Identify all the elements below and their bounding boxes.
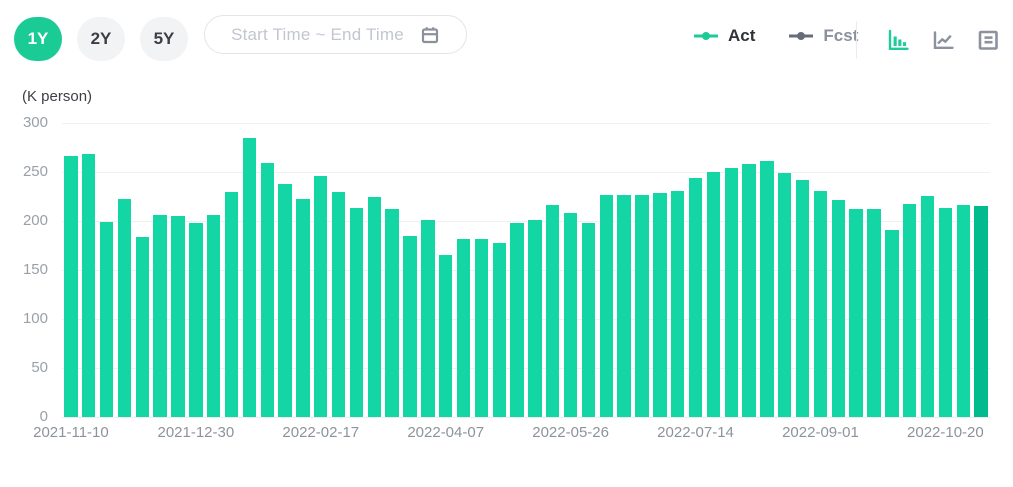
gridline <box>62 319 990 320</box>
range-button-5y[interactable]: 5Y <box>140 17 188 61</box>
gridline <box>62 270 990 271</box>
y-axis-label: 0 <box>39 408 48 425</box>
date-range-placeholder: Start Time ~ End Time <box>231 24 404 44</box>
bar[interactable] <box>82 154 96 417</box>
y-axis-unit-label: (K person) <box>22 88 93 105</box>
gridline <box>62 172 990 173</box>
view-switcher <box>886 28 1000 52</box>
bar[interactable] <box>867 209 881 417</box>
bar[interactable] <box>813 190 828 417</box>
bar[interactable] <box>224 191 239 417</box>
bar[interactable] <box>599 194 613 417</box>
gridline <box>62 417 990 418</box>
x-axis-label: 2022-04-07 <box>407 424 485 441</box>
legend-item-act[interactable]: Act <box>693 26 755 46</box>
bar[interactable] <box>956 205 970 417</box>
bar[interactable] <box>974 206 988 417</box>
x-axis-label: 2022-02-17 <box>282 424 360 441</box>
bar[interactable] <box>742 164 756 417</box>
bar[interactable] <box>278 183 292 417</box>
bar[interactable] <box>314 175 328 417</box>
legend-label-act: Act <box>728 26 756 45</box>
bar[interactable] <box>296 199 310 417</box>
bar[interactable] <box>492 242 506 417</box>
y-axis-label: 50 <box>31 359 48 376</box>
bar[interactable] <box>670 190 685 417</box>
bar[interactable] <box>653 192 667 417</box>
x-axis-label: 2022-07-14 <box>657 424 734 441</box>
bar[interactable] <box>456 238 471 417</box>
fcst-series-marker-icon <box>788 31 814 41</box>
bar[interactable] <box>706 172 721 417</box>
y-axis-label: 250 <box>22 163 48 180</box>
range-button-1y[interactable]: 1Y <box>14 17 62 61</box>
bar[interactable] <box>474 238 489 417</box>
gridline <box>62 368 990 369</box>
x-axis-label: 2021-12-30 <box>157 424 235 441</box>
y-axis-label: 150 <box>22 261 48 278</box>
bar[interactable] <box>795 179 810 417</box>
bar[interactable] <box>135 236 149 417</box>
bar[interactable] <box>171 216 185 417</box>
gridline <box>62 221 990 222</box>
bar[interactable] <box>724 168 738 417</box>
series-legend: Act Fcst <box>693 26 858 46</box>
bar[interactable] <box>849 209 863 417</box>
bar[interactable] <box>99 221 114 417</box>
bar[interactable] <box>421 220 435 417</box>
bar-chart-icon[interactable] <box>886 28 910 52</box>
line-chart-icon[interactable] <box>931 28 955 52</box>
legend-item-fcst[interactable]: Fcst <box>788 26 858 46</box>
bar[interactable] <box>153 215 167 417</box>
y-axis-label: 100 <box>22 310 48 327</box>
bar[interactable] <box>546 205 560 417</box>
toolbar-divider <box>856 21 857 59</box>
bar[interactable] <box>385 209 399 417</box>
bar[interactable] <box>885 229 899 417</box>
bar[interactable] <box>189 222 203 417</box>
bar[interactable] <box>831 200 845 417</box>
legend-label-fcst: Fcst <box>823 26 859 45</box>
y-axis-label: 200 <box>22 212 48 229</box>
bar[interactable] <box>528 220 542 417</box>
bar[interactable] <box>438 255 453 417</box>
bar[interactable] <box>510 222 524 417</box>
bar[interactable] <box>778 172 792 417</box>
bar[interactable] <box>367 196 381 417</box>
bar[interactable] <box>938 208 953 417</box>
bar[interactable] <box>617 194 631 417</box>
time-range-group: 1Y 2Y 5Y <box>14 17 188 61</box>
gridline <box>62 123 990 124</box>
data-table-icon[interactable] <box>976 28 1000 52</box>
act-series-marker-icon <box>693 31 719 41</box>
bar[interactable] <box>581 222 596 417</box>
x-axis-label: 2022-10-20 <box>907 424 984 441</box>
bar[interactable] <box>349 208 364 417</box>
bar[interactable] <box>760 161 774 417</box>
bar[interactable] <box>403 235 417 417</box>
bar[interactable] <box>260 163 274 417</box>
bar[interactable] <box>635 194 649 417</box>
bar[interactable] <box>563 213 578 417</box>
bar[interactable] <box>331 191 346 417</box>
bar[interactable] <box>242 137 257 417</box>
bar[interactable] <box>206 215 221 417</box>
x-axis-label: 2021-11-10 <box>33 424 109 441</box>
bar[interactable] <box>688 177 703 417</box>
x-axis-label: 2022-05-26 <box>532 424 609 441</box>
range-button-2y[interactable]: 2Y <box>77 17 125 61</box>
bar[interactable] <box>64 156 78 417</box>
y-axis-label: 300 <box>22 114 48 131</box>
bar[interactable] <box>117 199 132 417</box>
date-range-input[interactable]: Start Time ~ End Time <box>204 15 467 54</box>
calendar-icon <box>420 25 440 45</box>
bar[interactable] <box>920 195 935 417</box>
bar[interactable] <box>902 204 917 417</box>
x-axis-label: 2022-09-01 <box>782 424 859 441</box>
